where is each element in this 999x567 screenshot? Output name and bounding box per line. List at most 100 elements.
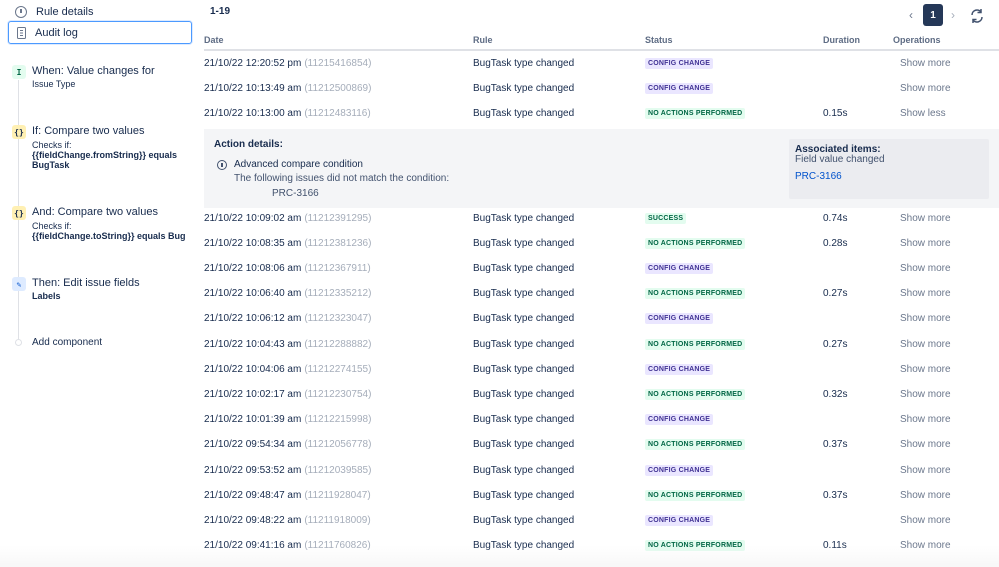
- associated-items-box: Associated items: Field value changed PR…: [789, 139, 989, 199]
- execution-id: (11211918009): [304, 515, 371, 526]
- duration-cell: 0.27s: [823, 288, 848, 300]
- date-text: 21/10/22 10:13:00 am: [204, 108, 302, 120]
- execution-id: (11212230754): [304, 389, 372, 400]
- status-cell: NO ACTIONS PERFORMED: [645, 332, 746, 357]
- table-row: 21/10/22 10:06:12 am (11212323047) BugTask…: [204, 306, 999, 331]
- status-badge: NO ACTIONS PERFORMED: [645, 389, 746, 400]
- refresh-icon[interactable]: [968, 7, 986, 25]
- add-component-button[interactable]: Add component: [32, 337, 103, 348]
- step-detail: Labels: [32, 291, 61, 301]
- status-cell: NO ACTIONS PERFORMED: [645, 101, 746, 126]
- execution-id: (11212039585): [304, 464, 372, 476]
- table-row: 21/10/22 12:20:52 pm (11215416854) BugTask…: [204, 51, 999, 76]
- result-range: 1-19: [210, 6, 231, 17]
- execution-id: (11212056778): [304, 439, 372, 451]
- header-operations: Operations: [893, 35, 941, 45]
- execution-id: (11212500869): [304, 83, 372, 95]
- date-text: 21/10/22 09:48:47 am: [204, 489, 302, 501]
- rule-cell: BugTask type changed: [473, 540, 575, 552]
- table-row: 21/10/22 10:13:00 am (11212483116) BugTask…: [204, 101, 999, 126]
- date-cell: 21/10/22 09:41:16 am (11211760826): [204, 533, 371, 558]
- current-page-button[interactable]: 1: [923, 4, 943, 26]
- execution-id: (11211928047): [304, 489, 371, 501]
- next-page-button[interactable]: ›: [951, 8, 955, 22]
- status-badge: CONFIG CHANGE: [645, 464, 714, 476]
- table-row: 21/10/22 10:02:17 am (11212230754) BugTask…: [204, 382, 999, 407]
- header-rule[interactable]: Rule: [473, 35, 493, 45]
- rule-cell: BugTask type changed: [473, 263, 575, 274]
- execution-id: (11215416854): [304, 58, 372, 69]
- step-title: If: Compare two values: [32, 125, 145, 137]
- add-component-dot: [15, 339, 22, 346]
- table-row: 21/10/22 09:53:52 am (11212039585) BugTask…: [204, 458, 999, 483]
- table-row: 21/10/22 10:08:35 am (11212381236) BugTask…: [204, 231, 999, 256]
- status-cell: NO ACTIONS PERFORMED: [645, 533, 746, 558]
- date-cell: 21/10/22 10:01:39 am (11212215998): [204, 407, 371, 432]
- nav-rule-details[interactable]: Rule details: [8, 0, 192, 23]
- show-toggle-button[interactable]: Show more: [900, 263, 951, 274]
- date-text: 21/10/22 10:09:02 am: [204, 212, 302, 224]
- show-toggle-button[interactable]: Show more: [900, 83, 951, 95]
- table-row: 21/10/22 10:13:49 am (11212500869) BugTask…: [204, 76, 999, 101]
- status-badge: CONFIG CHANGE: [645, 58, 714, 69]
- show-toggle-button[interactable]: Show more: [900, 237, 951, 249]
- rule-cell: BugTask type changed: [473, 108, 575, 120]
- show-toggle-button[interactable]: Show less: [900, 108, 946, 120]
- date-cell: 21/10/22 10:13:00 am (11212483116): [204, 101, 371, 126]
- nav-audit-log[interactable]: Audit log: [8, 21, 192, 44]
- prev-page-button[interactable]: ‹: [909, 8, 913, 22]
- date-text: 21/10/22 09:48:22 am: [204, 515, 302, 526]
- document-icon: [17, 26, 26, 39]
- status-cell: NO ACTIONS PERFORMED: [645, 483, 746, 508]
- date-text: 21/10/22 10:04:43 am: [204, 338, 302, 350]
- status-cell: CONFIG CHANGE: [645, 51, 714, 76]
- table-row: 21/10/22 10:06:40 am (11212335212) BugTask…: [204, 281, 999, 306]
- status-badge: NO ACTIONS PERFORMED: [645, 439, 746, 451]
- show-toggle-button[interactable]: Show more: [900, 288, 951, 300]
- show-toggle-button[interactable]: Show more: [900, 439, 951, 451]
- date-cell: 21/10/22 09:48:22 am (11211918009): [204, 508, 371, 533]
- status-cell: CONFIG CHANGE: [645, 306, 714, 331]
- rule-cell: BugTask type changed: [473, 414, 575, 426]
- show-toggle-button[interactable]: Show more: [900, 389, 951, 400]
- show-toggle-button[interactable]: Show more: [900, 313, 951, 325]
- rule-cell: BugTask type changed: [473, 313, 575, 325]
- header-duration[interactable]: Duration: [823, 35, 860, 45]
- status-cell: CONFIG CHANGE: [645, 458, 714, 483]
- show-toggle-button[interactable]: Show more: [900, 212, 951, 224]
- header-status[interactable]: Status: [645, 35, 673, 45]
- duration-cell: 0.74s: [823, 212, 848, 224]
- table-row: 21/10/22 09:54:34 am (11212056778) BugTask…: [204, 432, 999, 457]
- rule-cell: BugTask type changed: [473, 489, 575, 501]
- date-text: 21/10/22 10:13:49 am: [204, 83, 302, 95]
- status-cell: CONFIG CHANGE: [645, 407, 714, 432]
- execution-id: (11212483116): [304, 108, 371, 120]
- header-date[interactable]: Date: [204, 35, 224, 45]
- show-toggle-button[interactable]: Show more: [900, 58, 951, 69]
- show-toggle-button[interactable]: Show more: [900, 464, 951, 476]
- show-toggle-button[interactable]: Show more: [900, 363, 951, 375]
- associated-issue-link[interactable]: PRC-3166: [795, 171, 842, 182]
- info-icon: [217, 160, 227, 170]
- status-badge: CONFIG CHANGE: [645, 313, 714, 325]
- execution-id: (11212288882): [304, 338, 372, 350]
- rule-cell: BugTask type changed: [473, 439, 575, 451]
- execution-id: (11212391295): [304, 212, 372, 224]
- status-badge: NO ACTIONS PERFORMED: [645, 108, 746, 120]
- show-toggle-button[interactable]: Show more: [900, 515, 951, 526]
- date-text: 21/10/22 09:41:16 am: [204, 540, 302, 552]
- show-toggle-button[interactable]: Show more: [900, 338, 951, 350]
- show-toggle-button[interactable]: Show more: [900, 414, 951, 426]
- execution-id: (11212367911): [304, 263, 371, 274]
- show-toggle-button[interactable]: Show more: [900, 540, 951, 552]
- rule-cell: BugTask type changed: [473, 83, 575, 95]
- date-cell: 21/10/22 10:04:43 am (11212288882): [204, 332, 371, 357]
- duration-cell: 0.15s: [823, 108, 848, 120]
- show-toggle-button[interactable]: Show more: [900, 489, 951, 501]
- action-details-panel: Action details: Advanced compare conditi…: [204, 129, 999, 208]
- table-row: 21/10/22 10:04:06 am (11212274155) BugTask…: [204, 357, 999, 382]
- step-detail: BugTask: [32, 160, 70, 170]
- date-cell: 21/10/22 09:53:52 am (11212039585): [204, 458, 371, 483]
- status-cell: NO ACTIONS PERFORMED: [645, 231, 746, 256]
- unmatched-issue: PRC-3166: [272, 188, 319, 199]
